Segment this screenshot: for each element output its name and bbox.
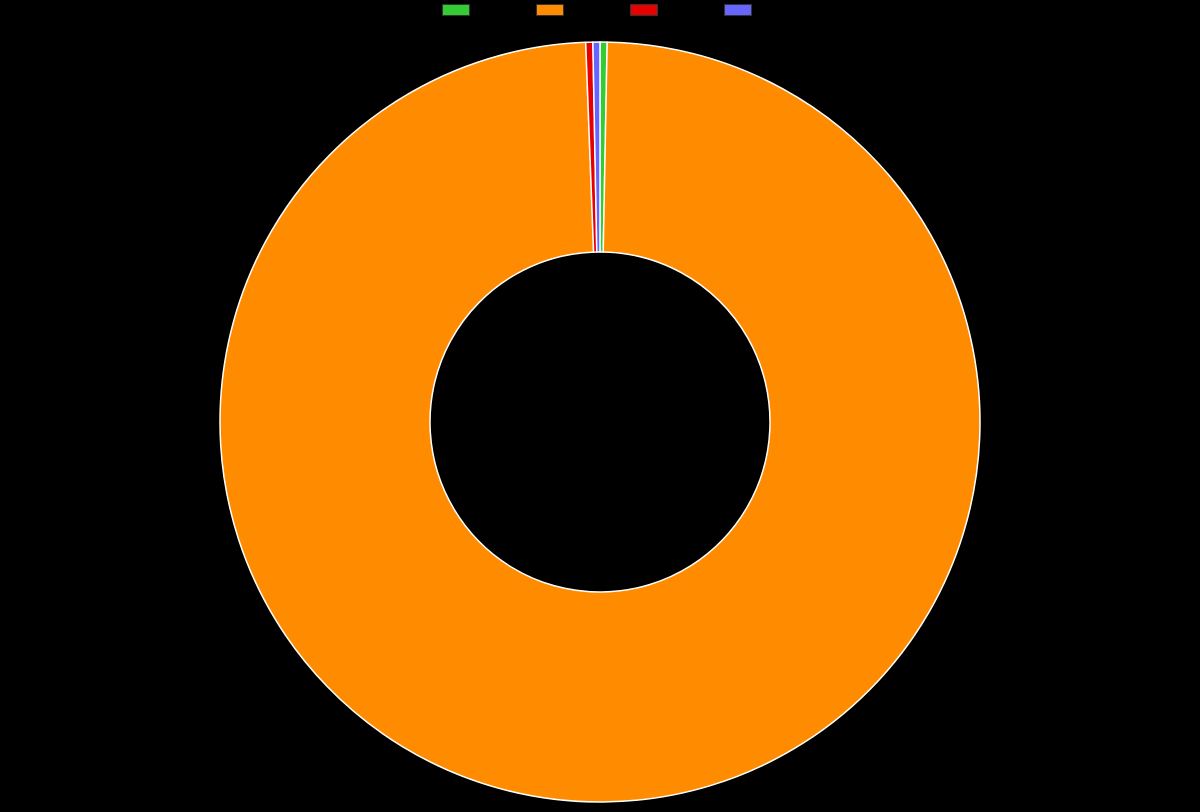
donut-chart-container [0, 24, 1200, 800]
donut-chart [0, 12, 1200, 812]
